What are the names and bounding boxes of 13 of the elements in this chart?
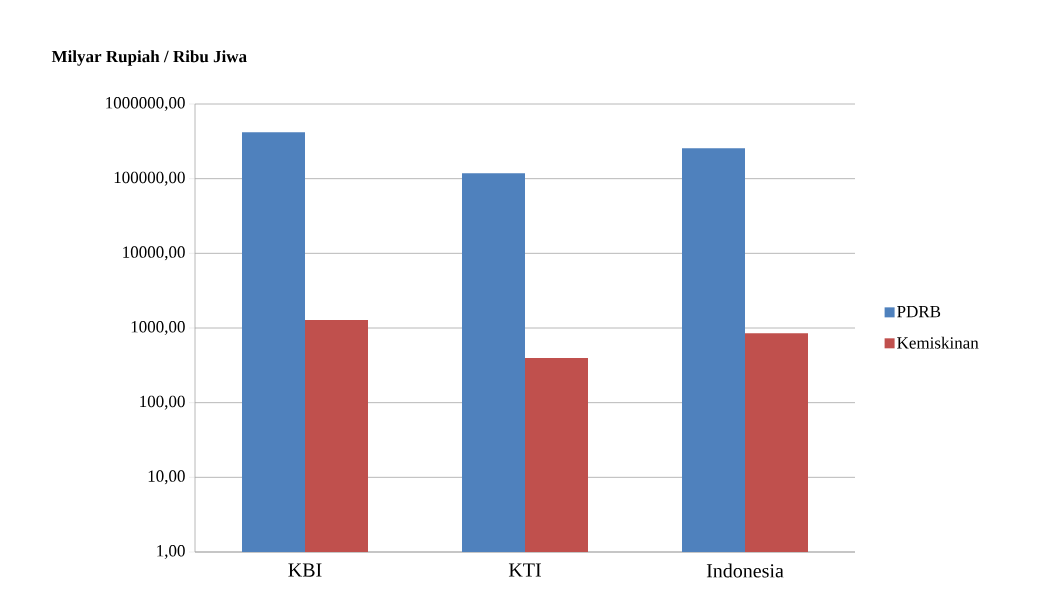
legend-label: Kemiskinan (897, 336, 979, 349)
y-tick-label: 1000000,00 (106, 97, 185, 111)
chart-title: Milyar Rupiah / Ribu Jiwa (51, 50, 247, 66)
y-tick-label: 100000,00 (114, 171, 185, 186)
y-tick-label: 1000,00 (131, 321, 185, 335)
y-tick-label: 10,00 (148, 470, 185, 485)
x-tick-label: KTI (508, 563, 541, 577)
y-tick-label: 100,00 (140, 395, 185, 410)
legend-label: PDRB (897, 306, 941, 318)
x-tick-label: KBI (288, 563, 322, 577)
y-tick-label: 1,00 (157, 545, 185, 559)
x-tick-label: Indonesia (706, 563, 784, 578)
y-tick-label: 10000,00 (123, 246, 185, 261)
